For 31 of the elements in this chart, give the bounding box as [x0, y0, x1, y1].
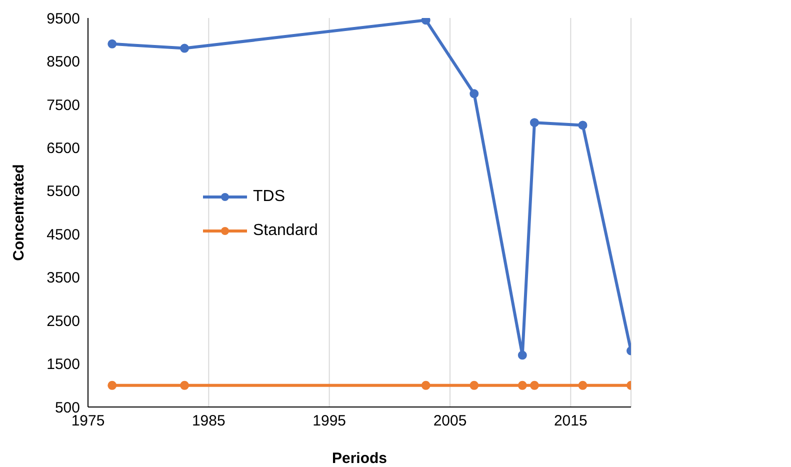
legend-label: TDS: [253, 188, 285, 206]
y-tick-label: 7500: [46, 96, 80, 114]
legend-label: Standard: [253, 222, 318, 240]
y-tick-label: 2500: [46, 312, 80, 330]
point: [518, 380, 527, 390]
point: [421, 18, 430, 25]
y-axis-title: Concentrated: [10, 164, 28, 261]
point: [108, 39, 117, 48]
x-axis-title: Periods: [332, 450, 388, 467]
point: [108, 380, 117, 390]
point: [518, 350, 527, 360]
x-tick-label: 1985: [192, 412, 226, 430]
point: [180, 44, 190, 53]
y-tick-label: 8500: [46, 54, 80, 71]
y-tick-label: 5500: [46, 183, 80, 200]
y-tick-label: 6500: [46, 140, 80, 157]
y-tick-label: 3500: [46, 270, 80, 287]
point: [421, 380, 430, 390]
x-tick-label: 1995: [312, 412, 346, 430]
y-tick-label: 4500: [46, 226, 80, 244]
point: [180, 380, 190, 390]
point: [470, 89, 479, 98]
y-tick-label: 9500: [46, 10, 80, 28]
point: [470, 380, 479, 390]
x-tick-label: 2005: [433, 412, 467, 430]
point: [530, 380, 539, 390]
point: [578, 380, 588, 390]
y-tick-label: 1500: [46, 356, 80, 374]
point: [530, 118, 539, 128]
x-tick-label: 2015: [554, 412, 588, 430]
point: [578, 120, 588, 130]
